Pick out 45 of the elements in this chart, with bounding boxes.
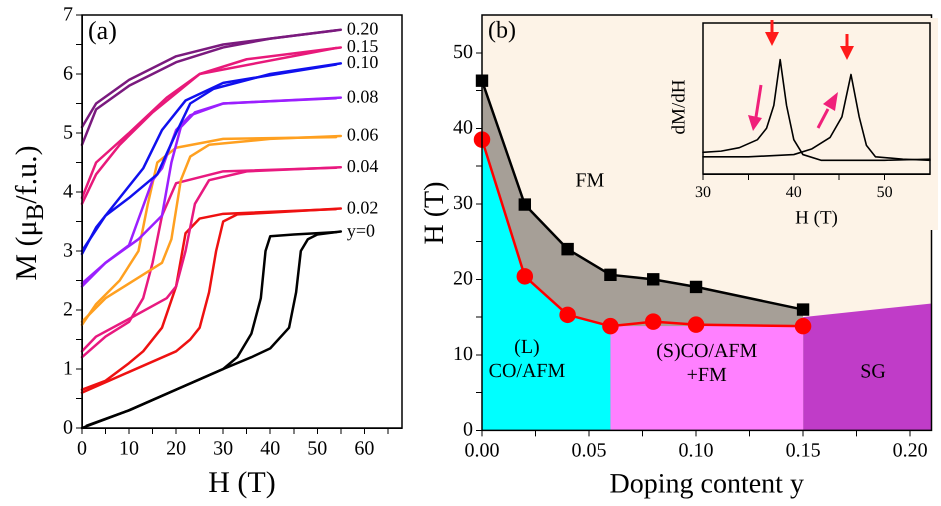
x-tick-label: 0.00 — [464, 440, 500, 462]
x-tick-label: 0.15 — [786, 440, 821, 462]
y-tick-label: 3 — [63, 239, 73, 262]
series-label: 0.06 — [346, 124, 378, 145]
x-tick-label: 0.10 — [678, 440, 714, 462]
annotation: (a) — [88, 16, 117, 45]
y-tick-label: 2 — [63, 298, 73, 320]
x-axis-title: Doping content y — [610, 468, 804, 500]
y-tick-label: 10 — [453, 343, 473, 366]
series-label: y=0 — [346, 220, 375, 240]
x-axis-title: H (T) — [208, 466, 276, 499]
series-label: 0.02 — [346, 197, 378, 218]
y-tick-label: 6 — [63, 62, 73, 84]
series-label: 0.08 — [346, 86, 378, 106]
y-tick-label: 0 — [463, 418, 473, 441]
y-tick-label: 0 — [63, 416, 73, 438]
y-tick-label: 1 — [63, 357, 73, 380]
y-tick-label: 20 — [453, 268, 473, 290]
y-axis-title: dM/dH — [668, 80, 690, 134]
series-label: 0.20 — [346, 18, 378, 38]
annotation: (S)CO/AFM +FM — [656, 340, 758, 386]
annotation: FM — [575, 169, 605, 192]
x-tick-label: 60 — [354, 437, 374, 460]
y-tick-label: 40 — [453, 116, 473, 139]
series-label: 0.04 — [346, 156, 378, 176]
x-tick-label: 0 — [77, 437, 87, 460]
y-tick-label: 50 — [453, 41, 473, 64]
y-axis-title: H (T) — [419, 181, 450, 244]
x-tick-label: 40 — [786, 184, 802, 201]
x-tick-label: 30 — [695, 184, 711, 201]
annotation: (b) — [488, 17, 516, 44]
y-tick-label: 7 — [63, 3, 73, 26]
x-tick-label: 30 — [213, 437, 234, 460]
x-tick-label: 10 — [119, 437, 140, 460]
x-axis-title: H (T) — [795, 208, 838, 229]
x-tick-label: 40 — [260, 437, 280, 460]
annotation: SG — [860, 360, 886, 382]
x-tick-label: 0.05 — [572, 440, 607, 462]
x-tick-label: 0.20 — [892, 440, 928, 462]
annotation: (L) CO/AFM — [488, 336, 566, 382]
x-tick-label: 50 — [307, 437, 328, 460]
y-tick-label: 4 — [63, 180, 73, 202]
y-tick-label: 5 — [63, 121, 73, 144]
x-tick-label: 50 — [876, 184, 893, 201]
x-tick-label: 20 — [166, 437, 186, 460]
